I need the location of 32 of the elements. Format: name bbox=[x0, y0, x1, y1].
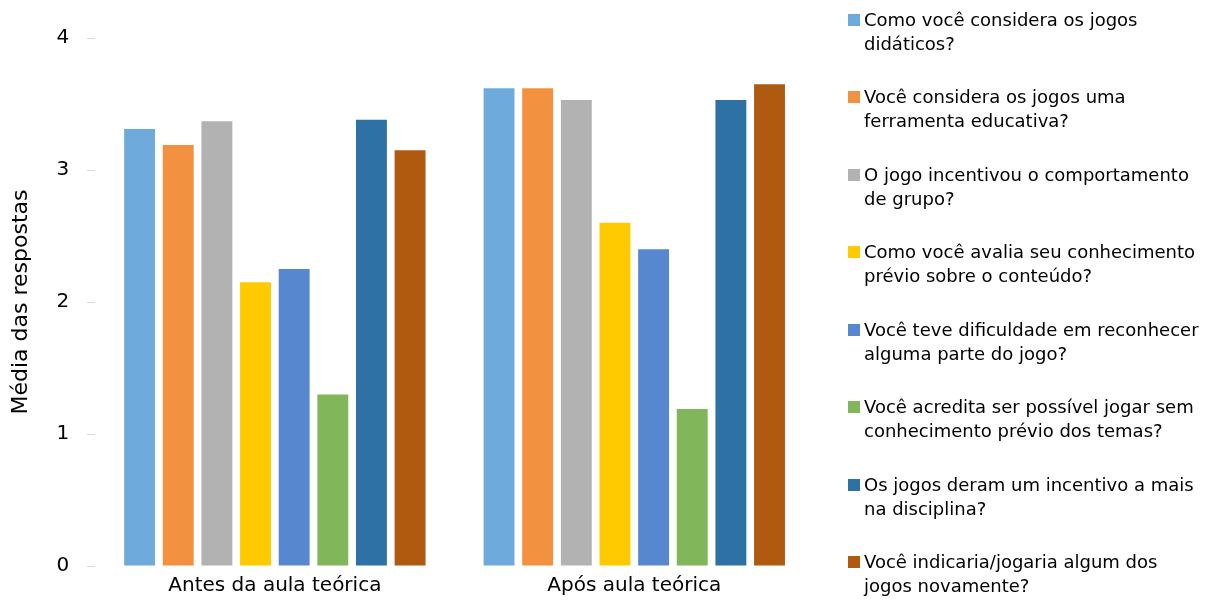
bar bbox=[638, 249, 670, 566]
bar bbox=[317, 394, 349, 566]
x-tick-label: Antes da aula teórica bbox=[168, 572, 382, 597]
y-tick-label: 4 bbox=[56, 24, 70, 49]
bar bbox=[522, 88, 554, 566]
y-axis-title: Média das respostas bbox=[6, 189, 32, 415]
bar bbox=[560, 100, 592, 566]
legend-label: Os jogos deram um incentivo a mais na disciplina? bbox=[864, 472, 1195, 521]
legend-label: Você considera os jogos uma ferramenta educativa? bbox=[864, 85, 1127, 134]
bar bbox=[394, 150, 426, 566]
bar bbox=[201, 121, 233, 566]
bar bbox=[754, 84, 785, 566]
legend-label: Como você considera os jogos didáticos? bbox=[864, 8, 1139, 56]
y-tick-label: 0 bbox=[56, 552, 70, 577]
legend-label: Você indicaria/jogaria algum dos jogos novamente? bbox=[864, 549, 1159, 598]
y-tick-label: 1 bbox=[56, 420, 70, 445]
bar bbox=[124, 129, 156, 566]
x-tick-label: Após aula teórica bbox=[547, 572, 722, 597]
legend-label: Você acredita ser possível jogar sem conhecimento prévio dos temas? bbox=[864, 395, 1195, 444]
y-tick-label: 3 bbox=[56, 156, 70, 181]
bar bbox=[355, 119, 387, 566]
legend-label: Você teve dificuldade em reconhecer alguma parte do jogo? bbox=[864, 317, 1200, 366]
bar bbox=[599, 222, 631, 566]
bar bbox=[162, 144, 194, 566]
bar bbox=[278, 269, 310, 566]
bar bbox=[240, 282, 271, 566]
bar bbox=[483, 88, 515, 566]
bar bbox=[676, 408, 708, 566]
y-tick-label: 2 bbox=[56, 288, 70, 313]
bar bbox=[715, 100, 747, 566]
legend-label: O jogo incentivou o comportamento de grupo? bbox=[864, 162, 1190, 211]
legend-label: Como você avalia seu conhecimento prévio sobre o conteúdo? bbox=[864, 240, 1197, 289]
